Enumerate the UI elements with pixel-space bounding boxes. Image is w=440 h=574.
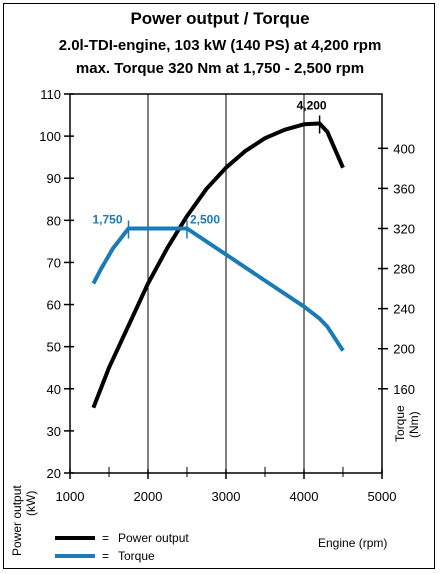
annotation-label: 1,750 <box>92 212 122 226</box>
x-tick-label: 1000 <box>56 489 85 504</box>
y-right-tick-label: 200 <box>393 342 415 357</box>
annotation-label: 4,200 <box>297 98 327 112</box>
chart-subtitle-torque: max. Torque 320 Nm at 1,750 - 2,500 rpm <box>75 60 365 77</box>
y-right-tick-label: 280 <box>393 262 415 277</box>
y-right-tick-label: 160 <box>393 382 415 397</box>
x-tick-label: 2000 <box>134 489 163 504</box>
y-left-tick-label: 80 <box>47 213 61 228</box>
y-left-tick-label: 90 <box>47 171 61 186</box>
x-tick-label: 5000 <box>368 489 397 504</box>
y-left-tick-label: 20 <box>47 466 61 481</box>
y-left-tick-label: 50 <box>47 340 61 355</box>
y-left-tick-label: 40 <box>47 382 61 397</box>
series-line-power-output <box>91 121 345 409</box>
y-left-tick-label: 70 <box>47 255 61 270</box>
annotation-label: 2,500 <box>190 212 220 226</box>
chart-title: Power output / Torque <box>130 9 310 28</box>
y-right-tick-label: 320 <box>393 221 415 236</box>
y-left-tick-label: 30 <box>47 424 61 439</box>
y-right-axis-label-line1: Torque <box>393 405 407 442</box>
legend-label: Power output <box>118 531 189 545</box>
legend-label: Torque <box>118 549 155 563</box>
legend-equals: = <box>102 531 109 545</box>
x-tick-label: 4000 <box>290 489 319 504</box>
legend-equals: = <box>102 549 109 563</box>
y-right-tick-label: 400 <box>393 141 415 156</box>
x-axis-label: Engine (rpm) <box>318 536 387 550</box>
y-left-tick-label: 60 <box>47 298 61 313</box>
chart-subtitle-engine: 2.0l-TDI-engine, 103 kW (140 PS) at 4,20… <box>58 37 382 54</box>
y-right-tick-label: 240 <box>393 302 415 317</box>
chart-frame <box>3 3 435 569</box>
x-tick-label: 3000 <box>212 489 241 504</box>
y-left-axis-label-line2: (kW) <box>24 491 38 516</box>
series-line-torque <box>91 226 345 352</box>
y-left-axis-label-line1: Power output <box>10 485 24 556</box>
y-left-tick-label: 110 <box>40 87 61 102</box>
y-right-tick-label: 360 <box>393 181 415 196</box>
y-left-tick-label: 100 <box>39 129 61 144</box>
y-right-axis-label-line2: (Nm) <box>407 411 421 438</box>
